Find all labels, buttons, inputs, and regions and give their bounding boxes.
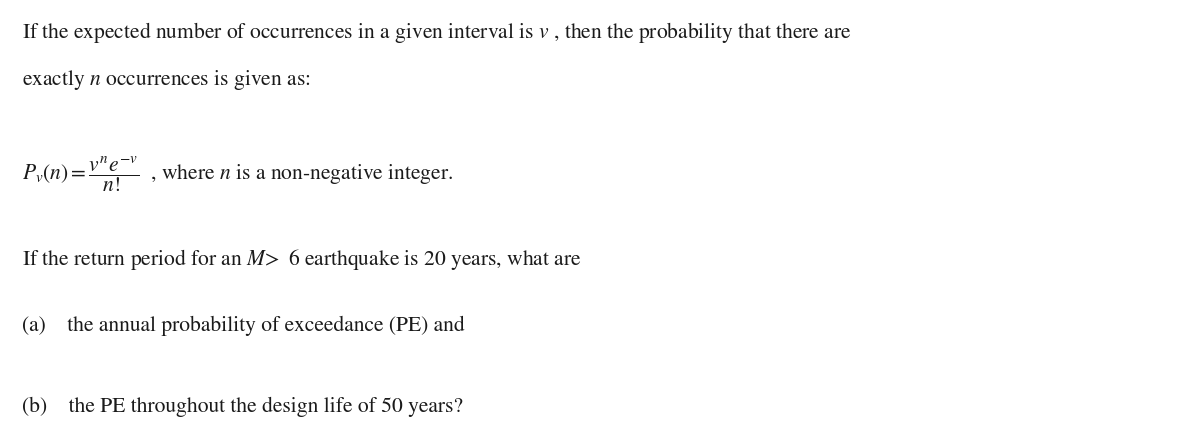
Text: exactly $n$ occurrences is given as:: exactly $n$ occurrences is given as: (22, 68, 310, 92)
Text: If the expected number of occurrences in a given interval is $v$ , then the prob: If the expected number of occurrences in… (22, 20, 851, 45)
Text: (b)    the PE throughout the design life of 50 years?: (b) the PE throughout the design life of… (22, 397, 463, 417)
Text: $P_v(n) = \dfrac{v^n e^{-v}}{n!}$  , where $n$ is a non-negative integer.: $P_v(n) = \dfrac{v^n e^{-v}}{n!}$ , wher… (22, 154, 452, 194)
Text: (a)    the annual probability of exceedance (PE) and: (a) the annual probability of exceedance… (22, 315, 464, 336)
Text: If the return period for an $M\!>$ 6 earthquake is 20 years, what are: If the return period for an $M\!>$ 6 ear… (22, 247, 581, 272)
